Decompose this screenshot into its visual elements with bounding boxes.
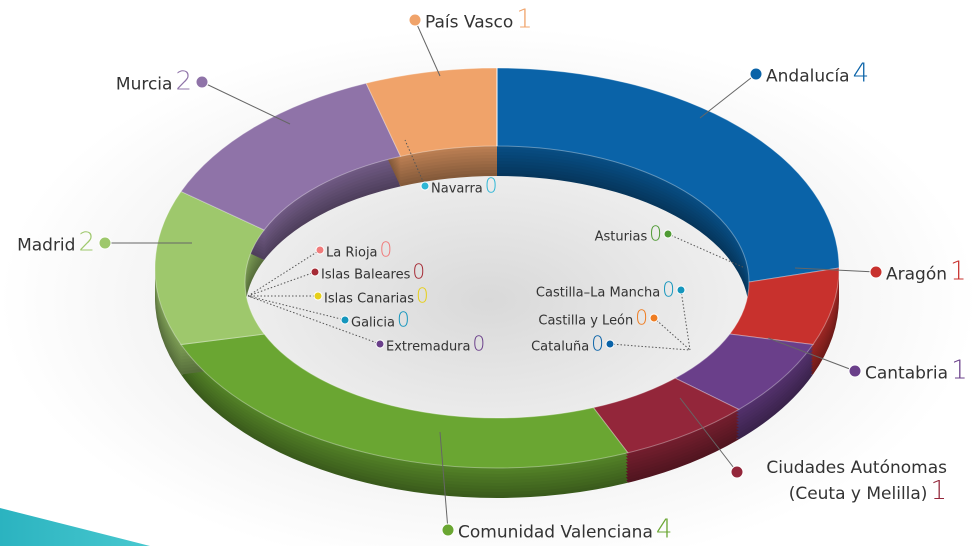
- label-value: 0: [412, 259, 426, 284]
- label-dot: [340, 315, 350, 325]
- label-value: 2: [175, 66, 192, 97]
- label-name: Navarra: [431, 181, 483, 197]
- leader-line: [414, 19, 441, 77]
- label-name: Islas Canarias: [324, 291, 415, 307]
- label-name: Cataluña: [531, 339, 590, 355]
- slice-label: Navarra 0: [431, 173, 498, 198]
- label-value: 0: [472, 331, 486, 356]
- label-name: Galicia: [351, 315, 395, 331]
- label-value: 1: [516, 4, 533, 35]
- label-value: 4: [852, 58, 870, 89]
- label-value: 0: [635, 305, 648, 330]
- label-value: 4: [655, 514, 673, 545]
- slice-label: Islas Canarias 0: [324, 283, 429, 308]
- label-name: Asturias: [594, 229, 648, 245]
- label-dot: [749, 67, 763, 81]
- label-dot: [649, 313, 659, 323]
- slice: [496, 67, 840, 283]
- label-dot: [676, 285, 686, 295]
- label-value: 0: [416, 283, 429, 308]
- decor-stripe: [0, 508, 150, 546]
- label-value: 0: [397, 307, 410, 332]
- label-name: Aragón: [886, 264, 948, 285]
- slice-label: Extremadura 0: [386, 331, 486, 356]
- slice-label: Madrid 2: [17, 229, 95, 256]
- slice-label: Comunidad Valenciana 4: [458, 516, 672, 543]
- leader-line: [699, 73, 757, 119]
- slice-label: Asturias 0: [594, 221, 662, 246]
- slice-label: Ciudades Autónomas (Ceuta y Melilla) 1: [747, 458, 947, 506]
- slice-label: Cantabria 1: [865, 357, 968, 384]
- slice-label: Galicia 0: [351, 307, 410, 332]
- label-name: Ciudades Autónomas (Ceuta y Melilla): [766, 458, 947, 504]
- slice-label: Islas Baleares 0: [321, 259, 426, 284]
- label-dot: [605, 339, 615, 349]
- label-value: 2: [78, 227, 95, 258]
- slice-label: Castilla–La Mancha 0: [535, 277, 675, 302]
- label-dot: [730, 465, 744, 479]
- label-name: Extremadura: [386, 339, 471, 355]
- slice: [180, 333, 629, 469]
- leader-line: [404, 139, 426, 187]
- label-dot: [98, 236, 112, 250]
- label-dot: [848, 364, 862, 378]
- label-value: 0: [591, 331, 604, 356]
- label-value: 0: [662, 277, 675, 302]
- slice-label: Murcia 2: [116, 68, 192, 95]
- slice: [365, 67, 498, 157]
- leader-line: [794, 267, 877, 273]
- label-name: La Rioja: [326, 245, 378, 261]
- slice-label: La Rioja 0: [326, 237, 393, 262]
- label-dot: [441, 523, 455, 537]
- label-dot: [195, 75, 209, 89]
- slice-label: Cataluña 0: [531, 331, 604, 356]
- leader-line: [247, 295, 346, 321]
- leader-line: [201, 81, 291, 125]
- label-name: Cantabria: [865, 363, 949, 384]
- label-name: Madrid: [17, 235, 76, 256]
- leader-line: [679, 397, 738, 473]
- label-name: Castilla–La Mancha: [535, 285, 661, 301]
- label-value: 1: [951, 355, 968, 386]
- label-value: 0: [484, 173, 498, 198]
- leader-line: [667, 233, 746, 269]
- label-dot: [375, 339, 385, 349]
- label-name: Comunidad Valenciana: [458, 522, 653, 543]
- leader-line: [247, 249, 321, 297]
- leader-line: [767, 337, 856, 372]
- leader-line: [609, 343, 691, 351]
- slice: [180, 82, 402, 231]
- label-value: 0: [379, 237, 393, 262]
- slice-label: Andalucía 4: [766, 60, 869, 87]
- label-dot: [420, 181, 430, 191]
- slice-label: País Vasco 1: [425, 6, 533, 33]
- label-name: Murcia: [115, 74, 173, 95]
- label-value: 1: [950, 256, 967, 287]
- slice: [674, 333, 814, 410]
- label-dot: [869, 265, 883, 279]
- label-dot: [663, 229, 673, 239]
- label-name: Islas Baleares: [321, 267, 411, 283]
- slice-label: Castilla y León 0: [538, 305, 648, 330]
- label-name: Castilla y León: [538, 313, 634, 329]
- label-dot: [315, 245, 325, 255]
- leader-line: [439, 431, 449, 531]
- label-value: 1: [930, 475, 947, 506]
- leader-line: [247, 271, 316, 297]
- label-dot: [408, 13, 422, 27]
- label-dot: [313, 291, 323, 301]
- slice-label: Aragón 1: [886, 258, 967, 285]
- label-name: Andalucía: [766, 66, 850, 87]
- label-name: País Vasco: [425, 12, 514, 33]
- leader-line: [653, 317, 691, 351]
- leader-line: [247, 295, 381, 345]
- label-value: 0: [649, 221, 662, 246]
- label-dot: [310, 267, 320, 277]
- slice: [154, 190, 266, 346]
